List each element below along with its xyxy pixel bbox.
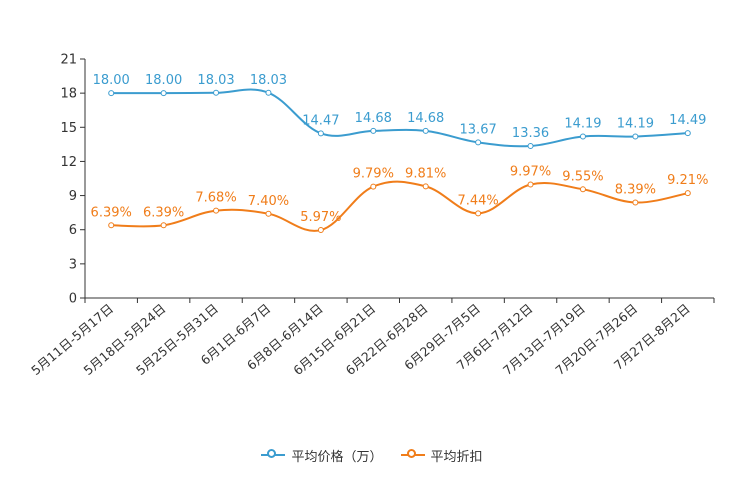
- legend-label-avg-discount: 平均折扣: [430, 449, 483, 465]
- legend-line-marker-icon: [261, 448, 286, 462]
- x-axis: 5月11日-5月17日5月18日-5月24日5月25日-5月31日6月1日-6月…: [28, 297, 715, 378]
- data-label: 7.44%: [457, 193, 498, 208]
- y-tick-label: 0: [69, 292, 77, 307]
- data-label: 9.55%: [562, 169, 603, 184]
- data-label: 9.81%: [405, 166, 446, 181]
- y-tick-label: 21: [60, 53, 77, 68]
- data-label: 5.97%: [300, 210, 341, 225]
- data-point: [370, 127, 377, 134]
- data-point: [527, 181, 534, 188]
- data-point: [632, 133, 639, 140]
- series-0: 18.00 18.00 18.03 18.03 14.47 14.68 14.68 13.67…: [93, 73, 706, 149]
- y-tick-label: 12: [60, 155, 77, 170]
- data-label: 6.39%: [91, 205, 132, 220]
- data-point: [632, 199, 639, 206]
- data-point: [213, 89, 220, 96]
- data-point: [370, 183, 377, 190]
- data-label: 14.19: [564, 117, 601, 132]
- data-point: [422, 183, 429, 190]
- y-tick-label: 6: [69, 223, 77, 238]
- y-tick-label: 15: [60, 121, 77, 136]
- data-label: 18.00: [93, 73, 130, 88]
- legend-item-avg-price[interactable]: 平均价格（万）: [261, 446, 383, 465]
- data-label: 14.19: [617, 117, 654, 132]
- series-line: [111, 180, 688, 232]
- data-label: 13.36: [512, 126, 549, 141]
- data-point: [579, 186, 586, 193]
- series-layer: 18.00 18.00 18.03 18.03 14.47 14.68 14.68 13.67…: [91, 73, 708, 234]
- data-point: [265, 210, 272, 217]
- data-label: 13.67: [460, 122, 497, 137]
- data-point: [160, 222, 167, 229]
- data-point: [422, 127, 429, 134]
- data-label: 7.40%: [248, 194, 289, 209]
- data-point: [160, 90, 167, 97]
- data-label: 6.39%: [143, 205, 184, 220]
- series-line: [111, 88, 688, 148]
- series-1: 6.39% 6.39% 7.68% 7.40% 5.97% 9.79% 9.81% 7.44%…: [91, 165, 708, 234]
- data-point: [579, 133, 586, 140]
- data-label: 14.68: [407, 111, 444, 126]
- legend-item-avg-discount[interactable]: 平均折扣: [400, 446, 483, 465]
- data-point: [684, 190, 691, 197]
- data-label: 18.03: [250, 73, 287, 88]
- y-tick-label: 9: [69, 189, 77, 204]
- data-point: [475, 139, 482, 146]
- y-tick-label: 18: [60, 87, 77, 102]
- data-label: 9.21%: [667, 173, 708, 188]
- data-label: 14.49: [669, 113, 706, 128]
- data-point: [108, 90, 115, 97]
- data-point: [317, 227, 324, 234]
- data-label: 14.47: [302, 113, 339, 128]
- data-point: [108, 222, 115, 229]
- legend-line-marker-icon: [400, 448, 425, 462]
- legend: 平均价格（万） 平均折扣: [0, 444, 744, 466]
- data-point: [317, 130, 324, 137]
- data-point: [684, 130, 691, 137]
- data-label: 8.39%: [615, 183, 656, 198]
- data-label: 9.79%: [353, 167, 394, 182]
- data-label: 18.03: [197, 73, 234, 88]
- data-label: 14.68: [355, 111, 392, 126]
- data-point: [265, 89, 272, 96]
- data-label: 7.68%: [195, 191, 236, 206]
- legend-label-avg-price: 平均价格（万）: [291, 449, 383, 465]
- y-tick-label: 3: [69, 257, 77, 272]
- y-axis: 0 3 6 9 12 15 18 21: [60, 53, 86, 307]
- data-label: 18.00: [145, 73, 182, 88]
- data-point: [527, 142, 534, 149]
- data-point: [213, 207, 220, 214]
- data-label: 9.97%: [510, 165, 551, 180]
- data-point: [475, 210, 482, 217]
